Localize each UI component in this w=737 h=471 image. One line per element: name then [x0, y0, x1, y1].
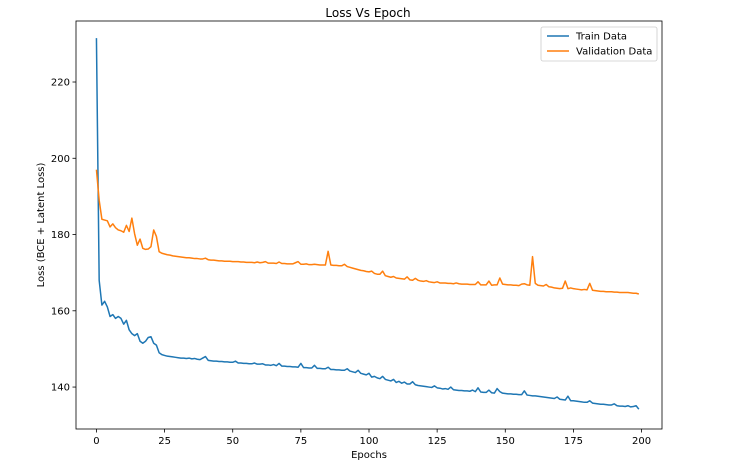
series-line-validation [95, 169, 640, 295]
x-tick-label: 175 [564, 436, 583, 447]
legend-label-train: Train Data [575, 32, 627, 43]
y-tick-label: 160 [51, 306, 70, 317]
y-tick-label: 140 [51, 383, 70, 394]
legend-label-validation: Validation Data [576, 47, 652, 58]
series-line-train [95, 38, 640, 410]
y-tick-label: 180 [51, 230, 70, 241]
series-layer [95, 38, 640, 410]
chart-title: Loss Vs Epoch [325, 6, 410, 20]
y-axis-label: Loss (BCE + Latent Loss) [36, 163, 47, 288]
x-tick-label: 150 [496, 436, 515, 447]
x-tick-label: 100 [359, 436, 378, 447]
x-axis-label: Epochs [351, 450, 387, 461]
x-tick-label: 25 [158, 436, 171, 447]
x-tick-label: 0 [93, 436, 99, 447]
x-tick-label: 125 [428, 436, 447, 447]
x-tick-label: 50 [226, 436, 239, 447]
legend: Train Data Validation Data [540, 26, 658, 62]
x-tick-label: 75 [294, 436, 307, 447]
axes-frame [75, 20, 663, 430]
plot-area: 0 25 50 75 100 125 150 175 200 140 160 180 200 220 [51, 20, 663, 447]
legend-box [540, 26, 658, 62]
y-tick-label: 200 [51, 154, 70, 165]
x-tick-label: 200 [632, 436, 651, 447]
y-tick-label: 220 [51, 78, 70, 89]
ticks-layer: 0 25 50 75 100 125 150 175 200 140 160 180 200 220 [51, 78, 651, 447]
